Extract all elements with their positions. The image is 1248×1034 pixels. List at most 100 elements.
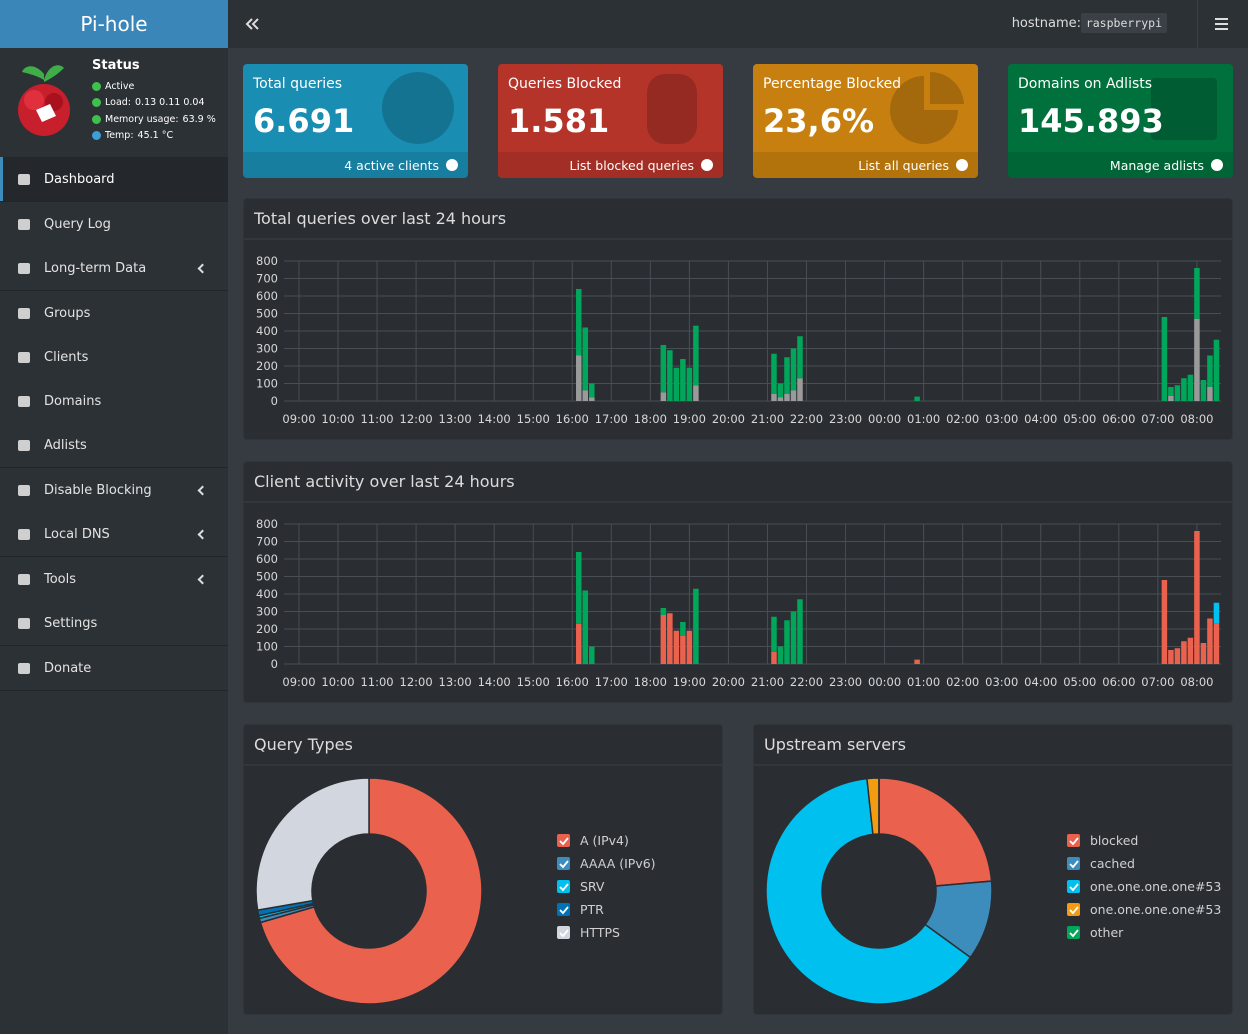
x-tick-label: 16:00	[556, 675, 589, 689]
legend-check	[1069, 906, 1079, 915]
menu-item[interactable]: Local DNS	[0, 512, 228, 556]
x-tick-label: 06:00	[1102, 412, 1135, 426]
menu-item[interactable]: Query Log	[0, 202, 228, 246]
stat-footer-text: List blocked queries	[569, 157, 694, 173]
menu-icon	[18, 351, 30, 363]
menu-item[interactable]: Clients	[0, 335, 228, 379]
bar-segment	[790, 611, 797, 664]
status-label: Temp:	[105, 130, 134, 142]
menu-label: Dashboard	[44, 171, 115, 187]
stat-value: 23,6%	[763, 102, 875, 140]
legend-label: HTTPS	[580, 925, 620, 940]
brand[interactable]: Pi-hole	[0, 0, 228, 48]
legend-checkbox	[1067, 880, 1080, 893]
bar-segment	[1161, 317, 1168, 401]
menu-item[interactable]: Long-term Data	[0, 246, 228, 290]
menu-icon	[18, 573, 30, 585]
status-value: 63.9 %	[182, 113, 216, 125]
stat-footer[interactable]: 4 active clients	[243, 152, 468, 178]
chart-title: Upstream servers	[764, 735, 906, 754]
legend-checkbox	[557, 880, 570, 893]
stat-footer[interactable]: List all queries	[753, 152, 978, 178]
y-tick-label: 600	[256, 552, 278, 566]
bar-segment	[589, 383, 595, 398]
menu-group: Query Log Long-term Data	[0, 202, 228, 291]
bar-segment	[576, 552, 582, 624]
legend-item[interactable]: SRV	[557, 879, 605, 894]
legend-item[interactable]: one.one.one.one#53	[1067, 879, 1221, 894]
stat-footer[interactable]: List blocked queries	[498, 152, 723, 178]
menu-icon	[18, 662, 30, 674]
legend-label: A (IPv4)	[580, 833, 629, 848]
submenu-chevron	[197, 574, 208, 585]
legend-item[interactable]: one.one.one.one#53	[1067, 902, 1221, 917]
menu-item[interactable]: Disable Blocking	[0, 468, 228, 512]
bar-segment	[660, 615, 667, 664]
icon-shape	[930, 71, 964, 104]
status-item: Memory usage: 63.9 %	[92, 111, 228, 128]
status-item: Active	[92, 78, 228, 95]
menu-item[interactable]: Dashboard	[0, 157, 228, 201]
menu-item[interactable]: Donate	[0, 646, 228, 690]
stat-icon	[647, 74, 697, 144]
legend-item[interactable]: HTTPS	[557, 925, 620, 940]
menu-group: Tools Settings	[0, 557, 228, 646]
status-dot	[92, 98, 101, 108]
legend-item[interactable]: AAAA (IPv6)	[557, 856, 656, 871]
x-tick-label: 23:00	[829, 675, 862, 689]
x-tick-label: 13:00	[439, 412, 472, 426]
bar-segment	[790, 348, 797, 391]
legend-label: AAAA (IPv6)	[580, 856, 656, 871]
x-tick-label: 07:00	[1141, 675, 1174, 689]
bar-segment	[1200, 643, 1207, 664]
bar-segment	[1213, 602, 1220, 624]
y-tick-label: 100	[256, 640, 278, 654]
menu-item[interactable]: Domains	[0, 379, 228, 423]
chart-box: Total queries over last 24 hours 0 100 200 3…	[243, 198, 1233, 440]
x-tick-label: 10:00	[321, 412, 354, 426]
stat-title: Total queries	[253, 76, 343, 92]
menu-button[interactable]	[1214, 16, 1230, 32]
legend-check	[1069, 860, 1079, 869]
x-tick-label: 21:00	[751, 675, 784, 689]
bar-segment	[582, 327, 589, 391]
legend-item[interactable]: blocked	[1067, 833, 1138, 848]
collapse-button[interactable]	[244, 14, 264, 34]
menu-icon	[18, 439, 30, 451]
legend-item[interactable]: PTR	[557, 902, 604, 917]
bar-segment	[1213, 339, 1220, 401]
legend-checkbox	[1067, 834, 1080, 847]
menu-item[interactable]: Tools	[0, 557, 228, 601]
menu-item[interactable]: Groups	[0, 291, 228, 335]
stat-footer[interactable]: Manage adlists	[1008, 152, 1233, 178]
icon-shape	[382, 72, 454, 144]
bar-segment	[576, 289, 582, 356]
legend-item[interactable]: cached	[1067, 856, 1135, 871]
status-item: Temp: 45.1 °C	[92, 128, 228, 145]
bar-segment	[582, 390, 589, 401]
y-tick-label: 100	[256, 377, 278, 391]
menu-label: Domains	[44, 393, 102, 409]
bar-segment	[1187, 374, 1194, 401]
bar-segment	[660, 392, 667, 401]
stat-footer-text: List all queries	[858, 157, 949, 173]
bar-segment	[1187, 637, 1194, 664]
bar-segment	[784, 394, 790, 401]
bar-segment	[1181, 378, 1187, 401]
menu-label: Donate	[44, 660, 92, 676]
status-item: Load: 0.13 0.11 0.04	[92, 95, 228, 112]
legend-item[interactable]: A (IPv4)	[557, 833, 629, 848]
x-tick-label: 04:00	[1024, 675, 1057, 689]
x-tick-label: 22:00	[790, 412, 823, 426]
donut-slice	[255, 777, 370, 911]
menu-item[interactable]: Adlists	[0, 423, 228, 467]
menu-group: Groups Clients Domains Adlists	[0, 291, 228, 468]
x-tick-label: 15:00	[517, 675, 550, 689]
bar-segment	[777, 397, 784, 401]
hostname: raspberrypi	[1080, 13, 1167, 33]
legend-item[interactable]: other	[1067, 925, 1124, 940]
menu-item[interactable]: Settings	[0, 601, 228, 645]
x-tick-label: 06:00	[1102, 675, 1135, 689]
